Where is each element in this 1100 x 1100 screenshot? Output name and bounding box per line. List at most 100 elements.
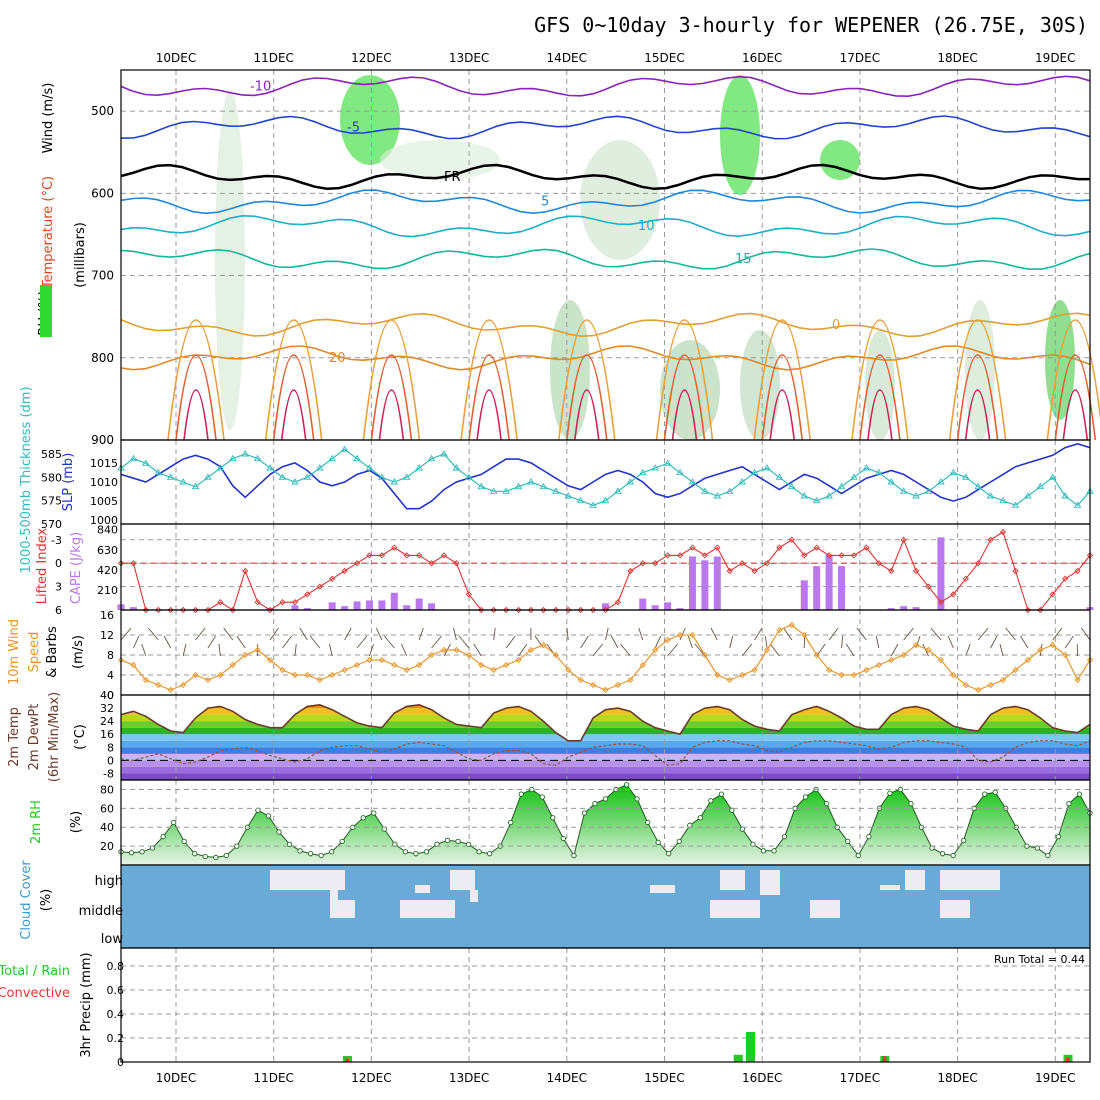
thickness-marker bbox=[191, 482, 200, 490]
rh-marker bbox=[1055, 834, 1062, 840]
cape-tick-label: 840 bbox=[97, 524, 118, 537]
thickness-marker bbox=[638, 468, 647, 476]
lifted-index-marker bbox=[676, 552, 684, 559]
wind-speed-marker bbox=[577, 676, 584, 684]
isotherm-line bbox=[120, 115, 1091, 140]
chart-title: GFS 0~10day 3-hourly for WEPENER (26.75E… bbox=[534, 13, 1088, 37]
rh-marker bbox=[550, 815, 556, 821]
low-level-isotherm bbox=[175, 354, 217, 441]
lifted-index-marker bbox=[279, 599, 286, 606]
wind-speed-marker bbox=[465, 651, 472, 659]
rh-marker bbox=[592, 800, 598, 807]
thickness-marker bbox=[514, 482, 523, 490]
low-level-isotherm bbox=[167, 319, 225, 441]
lifted-index-marker bbox=[565, 606, 572, 614]
wind-barb bbox=[999, 643, 1004, 657]
rh-marker bbox=[139, 849, 145, 855]
wind-speed-marker bbox=[515, 656, 522, 664]
cape-bar bbox=[688, 556, 696, 610]
thickness-marker bbox=[378, 473, 386, 480]
wind-speed-marker bbox=[1024, 656, 1032, 664]
pressure-tick-label: 600 bbox=[91, 186, 114, 200]
lifted-index-marker bbox=[453, 560, 460, 567]
wind-speed-marker bbox=[825, 666, 833, 674]
cape-bar bbox=[887, 608, 895, 610]
rh-panel: 80 60 40 20 2m RH (%) bbox=[29, 780, 1093, 866]
wind-label-2: Speed bbox=[27, 632, 42, 673]
wind-speed-marker bbox=[291, 671, 299, 679]
cape-bar bbox=[390, 592, 398, 610]
cloud-level-label: low bbox=[101, 932, 124, 947]
day-tick-label: 14DEC bbox=[547, 51, 587, 65]
isotherm-label: -10 bbox=[250, 79, 271, 94]
lifted-index-marker bbox=[254, 599, 261, 606]
thickness-marker bbox=[701, 487, 709, 494]
wind-barb bbox=[930, 627, 942, 641]
thickness-marker bbox=[1036, 482, 1045, 490]
cape-tick-label: 420 bbox=[97, 564, 118, 577]
day-tick-label: 11DEC bbox=[253, 51, 293, 65]
lifted-index-marker bbox=[266, 606, 274, 614]
lifted-index-marker bbox=[1037, 606, 1044, 614]
wind-speed-marker bbox=[391, 661, 398, 669]
wind-speed-marker bbox=[416, 661, 423, 669]
rh-marker bbox=[960, 837, 967, 844]
wind-barb bbox=[453, 627, 457, 641]
day-tick-label: 18DEC bbox=[937, 1071, 977, 1085]
lifted-index-marker bbox=[130, 560, 137, 567]
thickness-marker bbox=[527, 478, 535, 485]
wind-speed-marker bbox=[167, 686, 174, 694]
thickness-marker bbox=[589, 501, 597, 508]
thickness-marker bbox=[353, 454, 361, 462]
low-level-isotherm bbox=[362, 319, 421, 441]
wind-speed-marker bbox=[552, 651, 559, 659]
rh-marker bbox=[760, 848, 767, 854]
thickness-marker bbox=[1048, 473, 1057, 480]
wind-speed-marker bbox=[664, 636, 671, 644]
thickness-marker bbox=[390, 478, 399, 485]
wind-barb bbox=[294, 643, 297, 657]
rh-marker bbox=[455, 838, 461, 845]
wind-barb bbox=[828, 627, 839, 641]
wind-barb bbox=[566, 627, 569, 641]
low-level-isotherm bbox=[264, 319, 323, 441]
rh-marker bbox=[318, 852, 324, 859]
slp-tick-label: 1005 bbox=[90, 495, 118, 508]
slp-axis-label: SLP (mb) bbox=[61, 453, 76, 512]
lifted-index-marker bbox=[440, 552, 448, 559]
lifted-index-marker bbox=[341, 567, 348, 575]
wind-barb bbox=[875, 635, 880, 649]
thickness-marker bbox=[564, 492, 573, 499]
wind-speed-marker bbox=[739, 671, 746, 679]
cape-bar bbox=[701, 560, 709, 610]
lifted-index-marker bbox=[614, 599, 622, 606]
isotherm-line bbox=[120, 312, 1091, 338]
wind-barb bbox=[1005, 627, 1016, 641]
thickness-marker bbox=[601, 496, 610, 504]
wind-speed-marker bbox=[614, 681, 622, 689]
wind-label-3: & Barbs bbox=[45, 626, 60, 678]
rh-legend-swatch bbox=[40, 285, 52, 337]
rh-marker bbox=[192, 851, 198, 857]
wind-barb bbox=[741, 643, 753, 657]
thickness-marker bbox=[912, 492, 920, 499]
day-tick-label: 19DEC bbox=[1035, 1071, 1075, 1085]
wind-barb bbox=[965, 643, 971, 657]
thickness-marker bbox=[887, 478, 896, 485]
cloud-axis-label: Cloud Cover bbox=[19, 860, 34, 940]
wind-speed-marker bbox=[478, 661, 485, 669]
isotherm-line bbox=[120, 163, 1090, 191]
wind-speed-marker bbox=[950, 671, 957, 679]
precip-convective-bar bbox=[882, 1056, 887, 1062]
lifted-index-marker bbox=[962, 575, 969, 582]
cape-bar bbox=[713, 556, 721, 610]
low-level-isotherm bbox=[280, 389, 307, 441]
thickness-tick-label: 575 bbox=[41, 495, 62, 508]
wind-speed-marker bbox=[763, 646, 771, 654]
rh-marker bbox=[560, 835, 567, 842]
rh-marker bbox=[781, 834, 788, 840]
isotherm-line bbox=[120, 345, 1091, 371]
thickness-marker bbox=[949, 468, 958, 476]
precip-frame bbox=[120, 947, 1091, 1063]
precip-tick-label: 0.4 bbox=[107, 1008, 125, 1021]
